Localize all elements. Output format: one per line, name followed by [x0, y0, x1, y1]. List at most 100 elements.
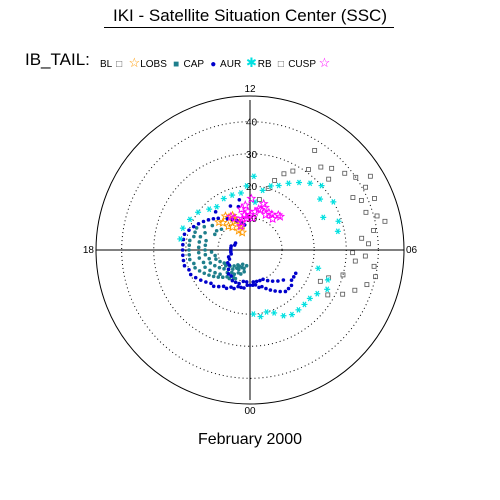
data-point-cap	[231, 267, 235, 271]
radial-tick-labels: 10 20 30 40	[246, 118, 258, 225]
data-point-cap	[218, 259, 222, 264]
data-point-cap	[193, 230, 197, 234]
data-point-cap	[192, 261, 196, 266]
legend-item-bl: BL □	[100, 59, 124, 70]
period-label: February 2000	[197, 431, 303, 448]
data-point-cap	[187, 238, 192, 243]
data-point-bl	[312, 148, 318, 153]
legend-asterisk-icon: ✱	[245, 55, 257, 70]
legend-item-lobs: ☆ LOBS	[128, 55, 166, 71]
data-point-rb	[318, 182, 325, 189]
data-point-bl	[352, 287, 358, 293]
data-point-bl	[318, 164, 324, 170]
data-point-cap	[209, 250, 214, 254]
data-point-cap	[208, 268, 212, 273]
data-point-aur	[237, 197, 242, 202]
data-point-aur	[276, 279, 280, 283]
data-point-aur	[257, 285, 261, 290]
data-point-cap	[222, 267, 226, 271]
data-point-cap	[242, 266, 246, 271]
local-time-label: 00	[244, 406, 256, 417]
data-point-cap	[201, 260, 206, 265]
data-point-bl	[340, 272, 346, 278]
data-point-cap	[211, 274, 216, 279]
data-point-aur	[248, 283, 252, 288]
data-point-bl	[362, 253, 368, 259]
data-point-cap	[213, 270, 217, 275]
data-point-rb	[259, 187, 266, 194]
data-point-bl	[326, 176, 332, 182]
radial-tick-label: 20	[246, 182, 258, 193]
data-point-cap	[242, 269, 246, 274]
data-point-cap	[203, 230, 207, 235]
data-point-cap	[194, 226, 199, 230]
data-point-aur	[258, 278, 262, 283]
data-point-aur	[191, 224, 196, 229]
legend-dot-icon: ■	[173, 59, 180, 70]
data-point-rb	[296, 179, 303, 186]
data-point-bl	[352, 258, 358, 264]
data-point-aur	[181, 253, 185, 258]
data-point-rb	[307, 180, 314, 187]
data-point-cap	[219, 227, 224, 232]
data-point-rb	[330, 198, 337, 205]
data-point-rb	[243, 183, 250, 189]
data-point-rb	[179, 225, 186, 232]
data-point-aur	[204, 280, 208, 284]
data-point-rb	[237, 190, 244, 196]
data-point-cap	[203, 252, 208, 257]
data-point-lobs	[227, 221, 238, 232]
data-point-cusp	[258, 198, 269, 209]
data-point-cap	[204, 238, 208, 243]
data-point-cap	[187, 248, 191, 252]
data-point-cap	[233, 276, 238, 281]
data-point-bl	[281, 171, 287, 177]
data-point-cusp	[240, 200, 251, 210]
data-point-aur	[293, 271, 298, 276]
data-point-cap	[187, 252, 192, 257]
legend: BL □ ☆ LOBS ■ CAP ● AUR ✱ RB □ CUSP ☆	[100, 55, 330, 71]
data-point-aur	[182, 263, 187, 268]
data-point-rb	[220, 195, 227, 202]
data-point-rb	[267, 183, 274, 189]
data-point-rb	[186, 216, 193, 223]
data-point-aur	[216, 216, 221, 221]
legend-item-aur: ● AUR	[209, 59, 241, 70]
data-point-aur	[241, 279, 246, 284]
data-point-aur	[250, 283, 255, 287]
data-point-cusp	[247, 212, 258, 223]
data-point-cusp	[246, 193, 257, 203]
data-point-rb	[314, 290, 321, 297]
legend-item-cap: ■ CAP	[172, 59, 204, 70]
legend-label-cusp: CUSP	[288, 59, 316, 70]
data-point-cap	[239, 272, 243, 276]
data-point-bl	[382, 218, 388, 224]
data-point-aur	[264, 286, 268, 291]
data-point-aur	[206, 218, 211, 222]
data-point-bl	[272, 178, 278, 183]
data-point-aur	[239, 285, 243, 290]
data-point-rb	[206, 206, 213, 213]
data-point-bl	[329, 165, 335, 171]
legend-label-cap: CAP	[183, 59, 205, 70]
legend-label-rb: RB	[257, 59, 272, 70]
data-point-rb	[280, 312, 287, 319]
data-point-rb	[271, 310, 278, 316]
data-point-aur	[278, 289, 282, 294]
data-point-aur	[198, 278, 203, 282]
data-point-aur	[265, 278, 270, 283]
data-point-bl	[358, 198, 364, 203]
data-point-bl	[371, 228, 376, 233]
data-point-aur	[224, 286, 229, 291]
data-point-cap	[244, 263, 249, 268]
data-point-aur	[260, 284, 264, 289]
data-point-cap	[196, 250, 201, 255]
radial-tick-label: 40	[246, 118, 258, 129]
data-point-aur	[229, 285, 233, 289]
local-time-label: 18	[83, 245, 95, 256]
local-time-label: 12	[244, 84, 256, 95]
data-point-bl	[367, 173, 373, 179]
data-point-rb	[195, 209, 202, 216]
data-point-rb	[334, 228, 341, 235]
